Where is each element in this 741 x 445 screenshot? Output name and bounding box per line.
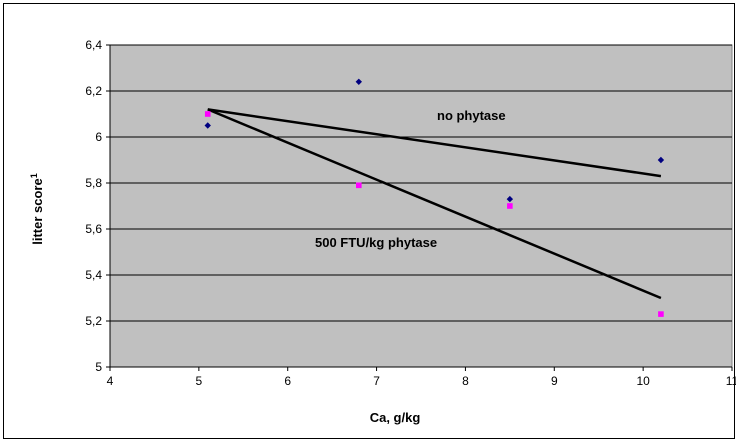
y-tick-label: 6,2 [85, 84, 102, 98]
data-point-series-1 [657, 156, 665, 164]
x-tick-label: 11 [726, 374, 736, 388]
y-axis-title-text: litter score [30, 178, 45, 244]
tick-labels: 55,25,45,65,866,26,44 5 6 7 8 9 10 11 [85, 38, 736, 388]
data-points [204, 78, 665, 317]
axes [106, 44, 733, 371]
y-tick-label: 5,8 [85, 176, 102, 190]
trendline-series-1 [207, 108, 662, 178]
x-tick-label: 9 [551, 374, 558, 388]
data-point-series-2 [204, 111, 211, 117]
plot-area [109, 44, 733, 368]
x-tick-label: 5 [196, 374, 203, 388]
data-point-series-1 [506, 195, 514, 203]
data-point-series-2 [507, 203, 513, 209]
y-tick-label: 5,6 [85, 222, 102, 236]
annotation-no-phytase: no phytase [437, 108, 506, 123]
y-axis-title: litter score1 [29, 173, 45, 245]
y-tick-label: 6,4 [85, 38, 102, 52]
data-point-series-1 [355, 78, 362, 85]
x-tick-label: 8 [462, 374, 469, 388]
x-tick-label: 6 [284, 374, 291, 388]
data-point-series-2 [356, 182, 362, 189]
data-point-series-1 [204, 122, 211, 129]
y-axis-title-group: litter score1 [29, 173, 45, 245]
annotation-500-ftu-phytase: 500 FTU/kg phytase [315, 235, 437, 250]
x-tick-label: 7 [373, 374, 380, 388]
x-tick-label: 10 [636, 374, 650, 388]
x-axis-title: Ca, g/kg [370, 410, 421, 425]
y-tick-label: 5 [95, 360, 102, 374]
y-axis-title-superscript: 1 [29, 173, 39, 178]
y-tick-label: 5,4 [85, 268, 102, 282]
trendline-series-2 [207, 108, 662, 300]
gridlines [110, 44, 732, 322]
trendlines [207, 108, 662, 300]
scatter-chart: 55,25,45,65,866,26,44 5 6 7 8 9 10 11 no phytas… [29, 38, 736, 425]
y-tick-label: 5,2 [85, 314, 102, 328]
data-point-series-2 [658, 311, 664, 317]
y-tick-label: 6 [95, 130, 102, 144]
chart-frame: 5 5,2 5,4 5,6 5,8 6 6,2 6,4 4 5 6 7 8 9 10 11 no phytas… [3, 3, 736, 439]
x-tick-label: 4 [107, 374, 114, 388]
